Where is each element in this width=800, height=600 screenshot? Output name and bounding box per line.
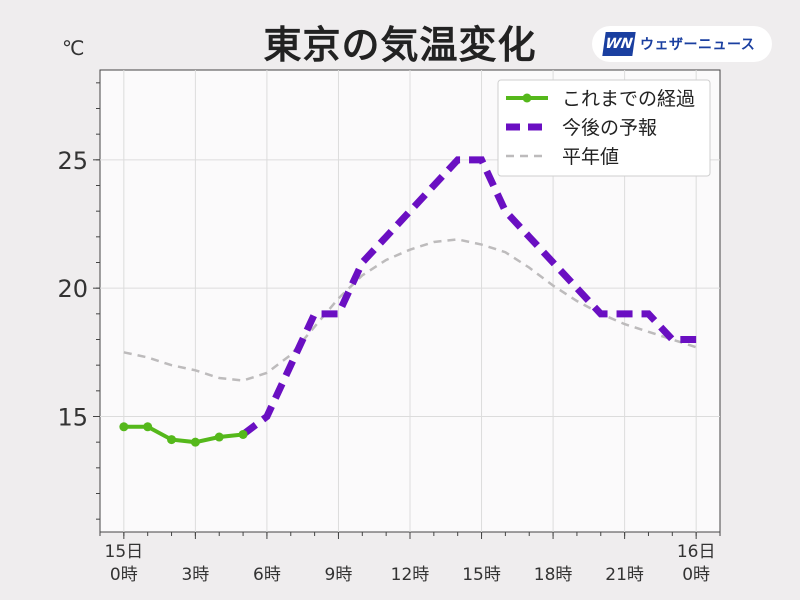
x-tick-hour-label: 18時 [534, 565, 573, 585]
y-tick-label: 15 [57, 404, 88, 432]
series-layer [119, 156, 697, 447]
chart-title: 東京の気温変化 [263, 23, 537, 67]
legend-label: 今後の予報 [562, 117, 657, 139]
x-tick-hour-label: 9時 [325, 565, 353, 585]
legend-marker [522, 93, 532, 103]
series-point [143, 422, 153, 432]
x-tick-hour-label: 0時 [682, 565, 710, 585]
legend-label: これまでの経過 [562, 88, 695, 110]
x-tick-hour-label: 6時 [253, 565, 281, 585]
x-tick-hour-label: 15時 [462, 565, 501, 585]
legend-label: 平年値 [562, 146, 619, 168]
x-tick-hour-label: 21時 [605, 565, 644, 585]
series-line [240, 156, 697, 438]
x-tick-day-label: 16日 [677, 542, 716, 562]
series-point [238, 429, 248, 439]
y-tick-label: 20 [57, 275, 88, 303]
series-point [190, 437, 200, 447]
axes: 15日 0時 3時 6時 9時 12時 15時 18時 21時 16日 0時 15 20 25 [57, 82, 721, 585]
x-tick-hour-label: 0時 [110, 565, 138, 585]
logo-text: ウェザーニュース [640, 37, 756, 53]
legend-box [497, 79, 711, 177]
x-tick-hour-label: 12時 [391, 565, 430, 585]
y-tick-label: 25 [57, 147, 88, 175]
series-point [167, 435, 177, 445]
series-point [119, 422, 129, 432]
x-tick-day-label: 15日 [105, 542, 144, 562]
weathernews-logo: WN ウェザーニュース [592, 26, 772, 62]
y-axis-unit: ℃ [62, 36, 85, 60]
series-point [214, 432, 224, 442]
x-tick-hour-label: 3時 [181, 565, 209, 585]
